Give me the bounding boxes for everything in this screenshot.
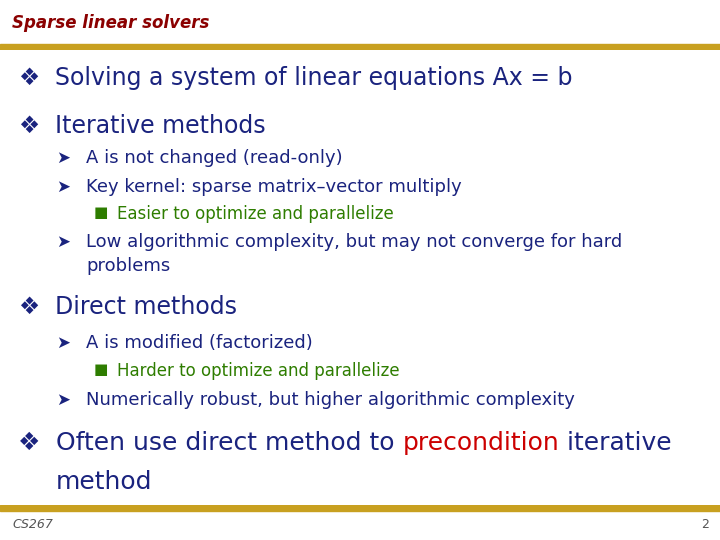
Text: ➤: ➤ (56, 233, 70, 251)
Text: Numerically robust, but higher algorithmic complexity: Numerically robust, but higher algorithm… (86, 391, 575, 409)
Text: ■: ■ (94, 362, 108, 377)
Text: method: method (56, 470, 153, 494)
Bar (0, 44, 720, 50)
Text: 2: 2 (701, 518, 709, 531)
Text: ➤: ➤ (56, 334, 70, 353)
Text: ■: ■ (94, 205, 108, 220)
Text: A is not changed (read-only): A is not changed (read-only) (86, 150, 343, 167)
Text: Key kernel: sparse matrix–vector multiply: Key kernel: sparse matrix–vector multipl… (86, 178, 462, 195)
Text: Harder to optimize and parallelize: Harder to optimize and parallelize (117, 362, 400, 380)
Text: ➤: ➤ (56, 391, 70, 409)
Text: Direct methods: Direct methods (55, 295, 238, 319)
Text: ➤: ➤ (56, 178, 70, 195)
Text: ➤: ➤ (56, 150, 70, 167)
Text: CS267: CS267 (12, 518, 53, 531)
Text: ❖: ❖ (18, 431, 40, 455)
Text: ❖: ❖ (18, 66, 39, 90)
Text: Sparse linear solvers: Sparse linear solvers (12, 14, 210, 32)
Text: ❖: ❖ (18, 295, 39, 319)
Bar (0, 505, 720, 511)
Text: Easier to optimize and parallelize: Easier to optimize and parallelize (117, 205, 393, 223)
Text: Iterative methods: Iterative methods (55, 114, 266, 138)
Text: precondition: precondition (402, 431, 559, 455)
Text: Often use direct method to: Often use direct method to (56, 431, 402, 455)
Text: iterative: iterative (559, 431, 672, 455)
Text: Low algorithmic complexity, but may not converge for hard: Low algorithmic complexity, but may not … (86, 233, 623, 251)
Text: A is modified (factorized): A is modified (factorized) (86, 334, 313, 353)
Text: problems: problems (86, 256, 171, 275)
Text: ❖: ❖ (18, 114, 39, 138)
Text: Solving a system of linear equations Ax = b: Solving a system of linear equations Ax … (55, 66, 573, 90)
